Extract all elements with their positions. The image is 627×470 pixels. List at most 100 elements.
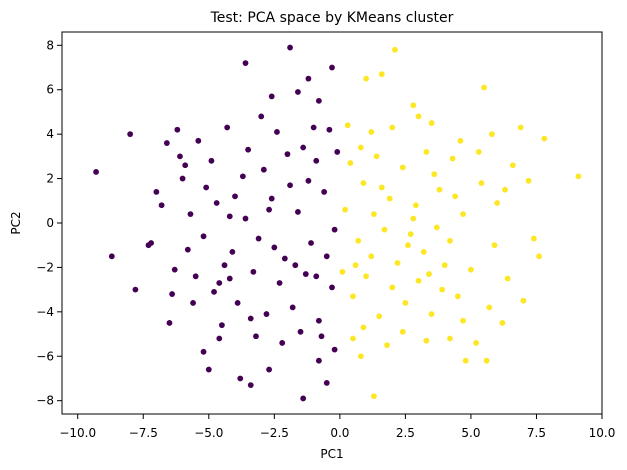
x-tick-label: −10.0	[59, 426, 96, 440]
scatter-point-cluster-0-21	[266, 366, 272, 373]
scatter-point-cluster-1-46	[342, 206, 349, 213]
scatter-point-cluster-0-38	[274, 129, 280, 135]
scatter-point-cluster-0-35	[232, 193, 238, 200]
scatter-point-cluster-1-24	[363, 75, 369, 82]
x-tick-label: −5.0	[194, 426, 223, 440]
scatter-point-cluster-1-30	[423, 149, 430, 155]
scatter-point-cluster-1-38	[447, 237, 453, 244]
scatter-point-cluster-0-25	[300, 395, 307, 402]
scatter-point-cluster-1-1	[541, 135, 548, 142]
scatter-point-cluster-1-56	[350, 293, 356, 300]
x-tick-label: −7.5	[129, 426, 158, 440]
scatter-point-cluster-0-79	[271, 244, 278, 251]
scatter-point-cluster-1-12	[483, 357, 490, 364]
scatter-point-cluster-1-58	[502, 186, 508, 193]
scatter-point-cluster-0-71	[253, 333, 259, 340]
scatter-point-cluster-1-14	[473, 340, 480, 346]
scatter-point-cluster-1-75	[357, 144, 364, 151]
scatter-point-cluster-0-22	[268, 93, 275, 100]
y-axis-ticks: −8 −6 −4 −2 0 2 4 6 8	[36, 38, 62, 408]
scatter-point-cluster-1-41	[407, 231, 414, 238]
scatter-point-cluster-0-36	[245, 146, 252, 153]
scatter-point-cluster-1-44	[368, 253, 375, 260]
scatter-point-cluster-0-46	[229, 248, 236, 255]
scatter-point-cluster-0-11	[179, 175, 186, 182]
scatter-point-cluster-0-60	[263, 311, 270, 317]
scatter-point-cluster-1-59	[475, 149, 482, 155]
scatter-point-cluster-1-67	[415, 113, 422, 120]
scatter-point-cluster-0-77	[258, 113, 265, 120]
scatter-point-cluster-0-74	[318, 333, 325, 340]
scatter-point-cluster-0-81	[323, 253, 330, 260]
x-tick-label: 2.5	[396, 426, 415, 440]
scatter-point-cluster-1-48	[454, 293, 461, 300]
scatter-point-cluster-0-57	[221, 262, 228, 269]
scatter-point-cluster-0-67	[158, 202, 165, 209]
scatter-point-cluster-0-65	[329, 284, 335, 291]
scatter-point-cluster-0-83	[266, 206, 272, 213]
scatter-point-cluster-1-4	[525, 177, 532, 184]
scatter-point-cluster-1-35	[360, 180, 367, 186]
scatter-point-cluster-0-16	[216, 335, 223, 342]
scatter-point-cluster-0-89	[334, 149, 341, 155]
y-tick-label: 0	[46, 216, 54, 230]
scatter-point-cluster-1-77	[460, 317, 466, 324]
scatter-point-cluster-1-16	[457, 137, 464, 144]
x-tick-label: 7.5	[527, 426, 546, 440]
scatter-point-cluster-1-74	[371, 211, 377, 218]
scatter-point-cluster-0-86	[247, 315, 254, 322]
scatter-point-cluster-1-39	[433, 224, 440, 231]
scatter-point-cluster-0-13	[190, 300, 196, 306]
scatter-point-cluster-0-76	[310, 124, 317, 131]
y-tick-label: 6	[46, 83, 54, 97]
scatter-point-cluster-0-3	[108, 253, 115, 260]
x-tick-label: −2.5	[260, 426, 289, 440]
scatter-point-cluster-1-71	[352, 262, 359, 269]
scatter-point-cluster-1-55	[363, 273, 369, 280]
scatter-point-cluster-1-27	[350, 335, 356, 342]
scatter-point-cluster-1-33	[386, 195, 393, 202]
y-tick-label: −6	[36, 349, 54, 363]
scatter-point-cluster-0-63	[302, 271, 309, 277]
scatter-point-cluster-1-28	[449, 155, 456, 162]
scatter-point-cluster-1-2	[536, 253, 542, 260]
scatter-point-cluster-0-0	[93, 169, 99, 175]
scatter-point-cluster-0-82	[226, 213, 233, 220]
scatter-point-cluster-0-69	[182, 162, 189, 169]
scatter-point-cluster-1-8	[504, 275, 511, 282]
scatter-point-cluster-0-50	[281, 255, 288, 262]
scatter-point-cluster-1-6	[517, 124, 524, 131]
scatter-point-cluster-0-39	[287, 182, 293, 189]
scatter-point-cluster-0-12	[184, 246, 191, 253]
scatter-point-cluster-1-42	[394, 260, 401, 266]
scatter-point-cluster-1-68	[431, 171, 438, 178]
scatter-point-cluster-1-17	[447, 335, 453, 342]
scatter-point-cluster-0-42	[326, 126, 333, 133]
scatter-point-cluster-0-66	[171, 266, 178, 273]
y-tick-label: 4	[46, 127, 54, 141]
scatter-point-cluster-1-47	[468, 266, 474, 273]
scatter-point-cluster-0-18	[237, 375, 244, 382]
scatter-point-cluster-0-1	[127, 131, 134, 138]
scatter-point-cluster-1-53	[389, 284, 396, 291]
scatter-point-cluster-0-30	[315, 357, 322, 364]
scatter-point-cluster-0-5	[148, 240, 155, 246]
scatter-point-cluster-1-78	[478, 180, 485, 186]
scatter-point-cluster-0-54	[331, 226, 338, 233]
scatter-point-cluster-1-31	[412, 202, 419, 209]
x-axis-label: PC1	[320, 447, 343, 461]
scatter-point-cluster-0-51	[295, 209, 301, 215]
scatter-point-cluster-1-70	[378, 184, 385, 191]
scatter-point-cluster-1-25	[357, 353, 364, 360]
scatter-point-cluster-0-26	[305, 75, 312, 82]
scatter-point-cluster-0-28	[329, 64, 335, 71]
scatter-point-cluster-0-44	[200, 233, 207, 240]
y-tick-label: 2	[46, 172, 54, 186]
scatter-point-cluster-1-34	[373, 153, 380, 160]
scatter-point-cluster-0-10	[177, 153, 183, 160]
scatter-point-cluster-0-14	[200, 348, 207, 355]
scatter-point-cluster-1-66	[368, 129, 375, 135]
scatter-point-cluster-1-22	[378, 71, 385, 78]
